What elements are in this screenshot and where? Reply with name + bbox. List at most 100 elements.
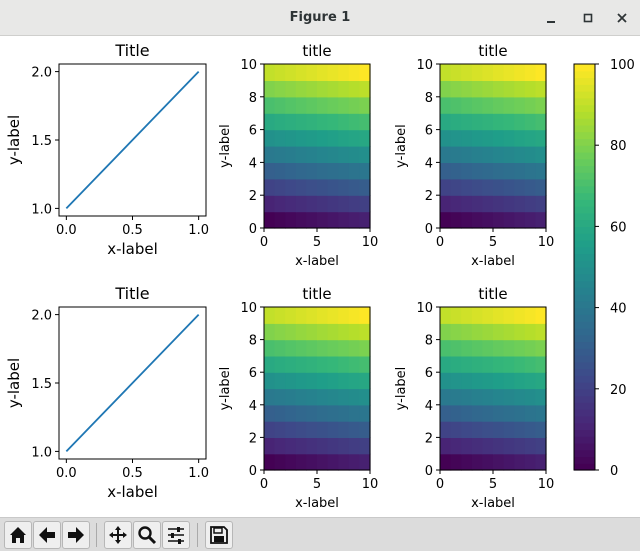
x-axis-label: x-label	[295, 496, 339, 511]
heatmap-cell	[338, 421, 350, 438]
colorbar-frame	[573, 63, 596, 471]
axes-frame	[439, 63, 547, 229]
heatmap-cell	[524, 372, 536, 390]
heatmap-cell	[306, 421, 318, 438]
heatmap-cell	[359, 64, 371, 81]
heatmap-cell	[359, 355, 371, 373]
heatmap-cell	[461, 339, 473, 357]
y-tick-label: 0	[425, 222, 433, 237]
forward-button[interactable]	[62, 521, 90, 549]
subplot-title: title	[478, 285, 507, 303]
heatmap-cell	[450, 80, 462, 98]
heatmap-cell	[514, 80, 526, 98]
heatmap-cell	[535, 211, 547, 229]
y-tick-label: 8	[425, 91, 433, 106]
maximize-icon[interactable]	[578, 8, 598, 28]
subplot-title: Title	[114, 284, 149, 303]
axes-frame	[439, 306, 547, 471]
heatmap-cell	[514, 355, 526, 373]
y-tick-label: 8	[249, 91, 257, 106]
colorbar-segment	[574, 91, 595, 99]
configure-subplots-button[interactable]	[162, 521, 190, 549]
heatmap-cell	[503, 146, 515, 163]
heatmap-cell	[461, 323, 473, 341]
heatmap-cell	[493, 323, 505, 341]
heatmap-cell	[348, 64, 360, 81]
heatmap-cell	[514, 178, 526, 196]
x-axis-label: x-label	[295, 254, 339, 269]
x-tick-label: 1.0	[188, 466, 209, 481]
heatmap-cell	[285, 307, 297, 324]
heatmap-cell	[450, 146, 462, 163]
heatmap-cell	[482, 421, 494, 438]
x-tick-label: 0.5	[122, 466, 143, 481]
heatmap-cell	[327, 195, 339, 213]
heatmap-cell	[274, 64, 286, 81]
heatmap-cell	[514, 323, 526, 341]
y-tick-label: 2	[425, 189, 433, 204]
subplot-5: 0 5 10 0 2 4 6 8 10 title x-label y-label	[218, 285, 378, 511]
heatmap-cell	[327, 211, 339, 229]
y-tick-label: 2	[249, 189, 257, 204]
heatmap-cell	[348, 211, 360, 229]
back-button[interactable]	[33, 521, 61, 549]
heatmap-cell	[359, 323, 371, 341]
heatmap-cell	[317, 388, 329, 406]
heatmap-cell	[359, 96, 371, 114]
close-icon[interactable]	[612, 8, 632, 28]
heatmap-cell	[461, 96, 473, 114]
x-tick-label: 5	[313, 235, 321, 250]
heatmap-cell	[285, 323, 297, 341]
heatmap-cell	[503, 178, 515, 196]
heatmap-cell	[535, 178, 547, 196]
heatmap-cell	[348, 129, 360, 147]
heatmap-cell	[274, 388, 286, 406]
colorbar-segment	[574, 348, 595, 356]
heatmap-cell	[471, 372, 483, 390]
heatmap-cell	[450, 323, 462, 341]
heatmap-cell	[295, 437, 307, 455]
heatmap-cell	[482, 146, 494, 163]
axes-frame	[58, 306, 207, 460]
heatmap-cell	[285, 64, 297, 81]
heatmap-cell	[471, 64, 483, 81]
pan-button[interactable]	[104, 521, 132, 549]
heatmap-cell	[359, 453, 371, 471]
heatmap-cell	[493, 146, 505, 163]
heatmap-cell	[306, 437, 318, 455]
heatmap-cell	[348, 307, 360, 324]
heatmap-cell	[503, 437, 515, 455]
heatmap-cell	[450, 307, 462, 324]
heatmap-cell	[306, 146, 318, 163]
home-button[interactable]	[4, 521, 32, 549]
heatmap-cell	[503, 388, 515, 406]
heatmap-cell	[295, 195, 307, 213]
heatmap-cell	[524, 388, 536, 406]
zoom-button[interactable]	[133, 521, 161, 549]
x-tick-label: 0	[260, 477, 268, 492]
save-button[interactable]	[205, 521, 233, 549]
heatmap-cell	[503, 323, 515, 341]
minimize-icon[interactable]	[541, 8, 561, 28]
heatmap-cell	[482, 162, 494, 180]
colorbar-segment	[574, 97, 595, 106]
colorbar-segment	[574, 165, 595, 173]
heatmap-cell	[524, 421, 536, 438]
heatmap-cell	[482, 96, 494, 114]
heatmap-cell	[285, 195, 297, 213]
heatmap-cell	[493, 178, 505, 196]
colorbar-tick-label: 60	[610, 220, 627, 235]
heatmap-cell	[535, 162, 547, 180]
x-tick-label: 5	[313, 477, 321, 492]
heatmap-cell	[306, 64, 318, 81]
heatmap-cell	[471, 129, 483, 147]
heatmap-cell	[264, 388, 276, 406]
heatmap-cell	[274, 421, 286, 438]
heatmap-cell	[285, 96, 297, 114]
heatmap-cell	[524, 307, 536, 324]
heatmap-cell	[295, 146, 307, 163]
heatmap-cell	[493, 129, 505, 147]
y-tick-label: 2	[249, 431, 257, 446]
heatmap-cell	[461, 355, 473, 373]
heatmap-cell	[482, 80, 494, 98]
